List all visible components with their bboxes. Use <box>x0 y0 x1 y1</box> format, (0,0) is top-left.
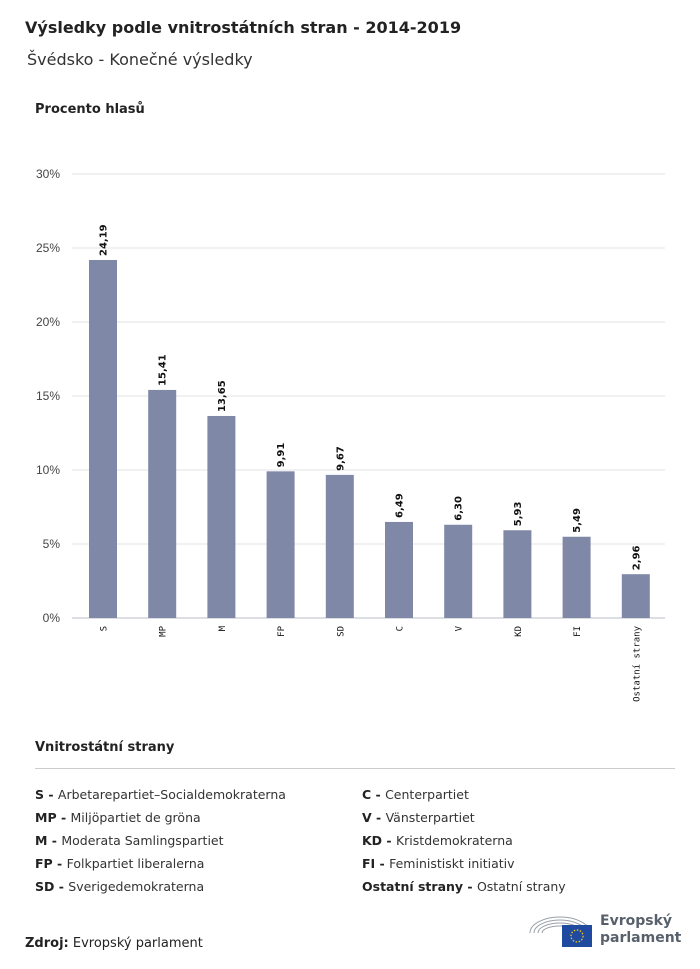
x-tick-label: SD <box>336 626 346 637</box>
legend-name: Folkpartiet liberalerna <box>66 856 205 871</box>
data-label: 9,91 <box>276 443 287 468</box>
legend-name: Vänsterpartiet <box>385 810 475 825</box>
legend-name: Centerpartiet <box>385 787 469 802</box>
bar-chart: 0% 5% 10% 15% 20% 25% 30% 24,19 S 15,41 MP 13,65 M 9,… <box>36 167 665 702</box>
legend-abbr: MP - <box>35 810 71 825</box>
legend-name: Ostatní strany <box>476 879 566 894</box>
legend-abbr: S - <box>35 787 58 802</box>
bar <box>266 471 295 618</box>
bar <box>562 536 591 618</box>
x-tick-label: S <box>100 626 110 631</box>
legend-item: V - Vänsterpartiet <box>362 810 475 825</box>
legend-name: Feministiskt initiativ <box>389 856 515 871</box>
y-tick-label: 25% <box>36 241 60 255</box>
y-tick-label: 20% <box>36 315 60 329</box>
bar <box>325 474 354 618</box>
legend-item: FI - Feministiskt initiativ <box>362 856 515 871</box>
eu-flag-icon <box>562 925 592 947</box>
legend-item: S - Arbetarepartiet–Socialdemokraterna <box>35 787 286 802</box>
x-tick-label: FI <box>573 626 583 637</box>
legend-title: Vnitrostátní strany <box>35 740 175 755</box>
x-tick-label: V <box>455 625 465 631</box>
bar <box>207 415 236 618</box>
y-tick-label: 15% <box>36 389 60 403</box>
legend-abbr: FP - <box>35 856 67 871</box>
legend-name: Arbetarepartiet–Socialdemokraterna <box>57 787 286 802</box>
y-tick-label: 5% <box>43 537 61 551</box>
chart-title: Výsledky podle vnitrostátních stran - 20… <box>25 18 462 37</box>
data-label: 2,96 <box>631 545 642 570</box>
data-label: 6,49 <box>395 493 406 518</box>
legend-item: KD - Kristdemokraterna <box>362 833 513 848</box>
source: Zdroj: Evropský parlament <box>25 936 203 951</box>
y-tick-label: 10% <box>36 463 60 477</box>
legend-item: FP - Folkpartiet liberalerna <box>35 856 204 871</box>
source-text: Evropský parlament <box>72 936 203 951</box>
logo-line-1: Evropský <box>600 913 673 929</box>
legend-name: Miljöpartiet de gröna <box>70 810 201 825</box>
data-label: 24,19 <box>99 224 110 256</box>
bar <box>444 524 473 618</box>
source-label: Zdroj: <box>25 936 69 951</box>
legend-abbr: C - <box>362 787 386 802</box>
legend-abbr: V - <box>362 810 386 825</box>
bar <box>621 574 650 618</box>
legend-name: Sverigedemokraterna <box>68 879 205 894</box>
y-tick-label: 0% <box>43 611 61 625</box>
legend-abbr: SD - <box>35 879 69 894</box>
legend-name: Moderata Samlingspartiet <box>61 833 224 848</box>
data-label: 13,65 <box>217 380 228 412</box>
bar <box>385 521 413 618</box>
ep-logo: Evropský parlament <box>528 911 682 951</box>
x-tick-label: MP <box>159 625 169 636</box>
legend-item: MP - Miljöpartiet de gröna <box>35 810 201 825</box>
legend-abbr: KD - <box>362 833 396 848</box>
x-tick-label: KD <box>514 626 524 637</box>
legend-name: Kristdemokraterna <box>395 833 513 848</box>
data-label: 15,41 <box>158 354 169 386</box>
data-label: 6,30 <box>454 496 465 521</box>
x-tick-label: FP <box>277 625 287 636</box>
x-tick-label: Ostatní strany <box>632 625 642 701</box>
x-tick-label: C <box>396 626 406 631</box>
legend-item: Ostatní strany - Ostatní strany <box>362 879 566 894</box>
logo-line-2: parlament <box>600 930 682 946</box>
legend-divider <box>35 768 675 769</box>
bar <box>148 389 177 618</box>
legend-abbr: FI - <box>362 856 390 871</box>
bar <box>503 530 532 618</box>
legend-abbr: M - <box>35 833 62 848</box>
legend-abbr: Ostatní strany - <box>362 879 477 894</box>
legend-item: M - Moderata Samlingspartiet <box>35 833 224 848</box>
data-label: 5,49 <box>572 508 583 533</box>
x-tick-label: M <box>218 625 228 631</box>
y-tick-label: 30% <box>36 167 60 181</box>
data-label: 5,93 <box>513 502 524 527</box>
legend-item: SD - Sverigedemokraterna <box>35 879 204 894</box>
parliament-hemicycle-icon <box>529 916 592 947</box>
data-label: 9,67 <box>335 446 346 471</box>
y-axis-label: Procento hlasů <box>35 102 145 117</box>
chart-subtitle: Švédsko - Konečné výsledky <box>27 50 253 69</box>
legend-item: C - Centerpartiet <box>362 787 469 802</box>
bar <box>89 259 117 618</box>
